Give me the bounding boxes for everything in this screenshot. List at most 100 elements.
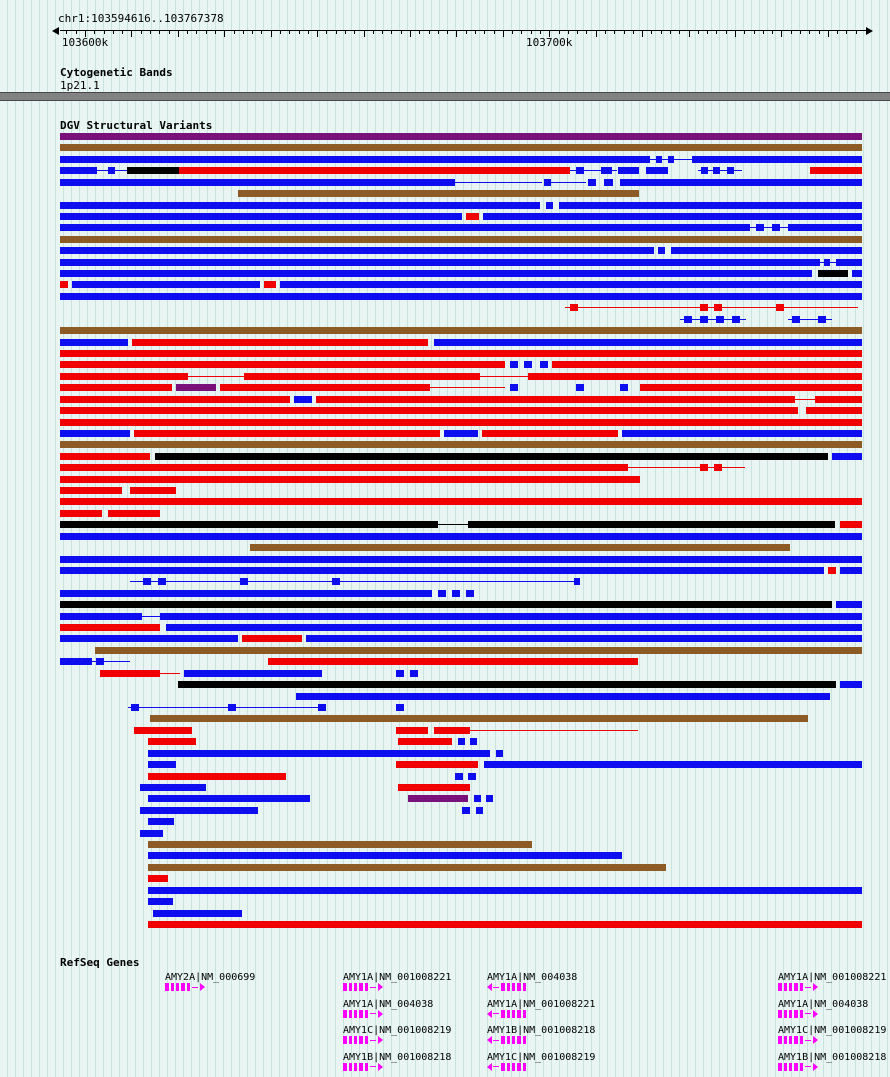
dgv-variant-bar[interactable]	[60, 350, 862, 357]
dgv-variant-bar[interactable]	[815, 396, 862, 403]
dgv-variant-bar[interactable]	[544, 179, 551, 186]
dgv-variant-bar[interactable]	[452, 590, 460, 597]
dgv-variant-bar[interactable]	[474, 795, 481, 802]
dgv-variant-connector[interactable]	[438, 524, 468, 525]
dgv-variant-bar[interactable]	[398, 784, 470, 791]
gene-label[interactable]: AMY1A|NM_004038	[343, 998, 434, 1010]
dgv-variant-bar[interactable]	[408, 795, 468, 802]
dgv-variant-bar[interactable]	[60, 476, 640, 483]
dgv-variant-bar[interactable]	[396, 704, 404, 711]
dgv-variant-bar[interactable]	[166, 624, 862, 631]
dgv-variant-bar[interactable]	[466, 590, 474, 597]
dgv-variant-bar[interactable]	[818, 270, 848, 277]
dgv-variant-bar[interactable]	[576, 167, 584, 174]
dgv-variant-bar[interactable]	[148, 875, 168, 882]
dgv-variant-bar[interactable]	[60, 247, 654, 254]
dgv-variant-bar[interactable]	[60, 590, 432, 597]
dgv-variant-bar[interactable]	[713, 167, 720, 174]
dgv-variant-bar[interactable]	[148, 795, 310, 802]
dgv-variant-connector[interactable]	[565, 307, 858, 308]
dgv-variant-bar[interactable]	[410, 670, 418, 677]
dgv-variant-bar[interactable]	[546, 202, 553, 209]
dgv-variant-bar[interactable]	[482, 430, 618, 437]
dgv-variant-bar[interactable]	[148, 841, 532, 848]
gene-glyph[interactable]	[487, 1009, 528, 1018]
dgv-variant-bar[interactable]	[148, 818, 174, 825]
dgv-variant-bar[interactable]	[620, 384, 628, 391]
dgv-variant-bar[interactable]	[510, 384, 518, 391]
gene-glyph[interactable]	[778, 983, 818, 991]
dgv-variant-bar[interactable]	[622, 430, 862, 437]
gene-label[interactable]: AMY1B|NM_001008218	[487, 1025, 596, 1036]
dgv-variant-bar[interactable]	[60, 441, 862, 448]
dgv-variant-bar[interactable]	[444, 430, 478, 437]
dgv-variant-bar[interactable]	[60, 510, 102, 517]
dgv-variant-bar[interactable]	[150, 715, 808, 722]
dgv-variant-bar[interactable]	[131, 704, 139, 711]
dgv-variant-bar[interactable]	[620, 179, 862, 186]
dgv-variant-bar[interactable]	[242, 635, 302, 642]
dgv-variant-bar[interactable]	[148, 887, 862, 894]
dgv-variant-bar[interactable]	[294, 396, 312, 403]
dgv-variant-bar[interactable]	[60, 133, 862, 140]
dgv-variant-bar[interactable]	[108, 510, 160, 517]
dgv-variant-bar[interactable]	[552, 361, 862, 368]
dgv-variant-bar[interactable]	[434, 727, 470, 734]
dgv-variant-bar[interactable]	[148, 761, 176, 768]
dgv-variant-bar[interactable]	[732, 316, 740, 323]
dgv-variant-bar[interactable]	[148, 738, 196, 745]
cytoband-bar[interactable]	[0, 92, 890, 101]
dgv-variant-bar[interactable]	[60, 179, 455, 186]
dgv-variant-bar[interactable]	[700, 464, 708, 471]
dgv-variant-bar[interactable]	[60, 327, 862, 334]
gene-glyph[interactable]	[487, 983, 528, 991]
dgv-variant-connector[interactable]	[680, 319, 746, 320]
dgv-variant-bar[interactable]	[140, 807, 258, 814]
gene-label[interactable]: AMY1A|NM_004038	[487, 972, 578, 983]
gene-label[interactable]: AMY1B|NM_001008218	[343, 1051, 452, 1063]
dgv-variant-bar[interactable]	[658, 247, 665, 254]
dgv-variant-bar[interactable]	[158, 578, 166, 585]
dgv-variant-bar[interactable]	[148, 898, 173, 905]
dgv-variant-bar[interactable]	[684, 316, 692, 323]
dgv-variant-bar[interactable]	[776, 304, 784, 311]
dgv-variant-connector[interactable]	[570, 170, 617, 171]
dgv-variant-bar[interactable]	[306, 635, 862, 642]
dgv-variant-bar[interactable]	[570, 304, 578, 311]
dgv-variant-bar[interactable]	[60, 293, 862, 300]
dgv-variant-bar[interactable]	[714, 464, 722, 471]
dgv-variant-bar[interactable]	[60, 270, 812, 277]
dgv-variant-bar[interactable]	[60, 533, 862, 540]
dgv-variant-connector[interactable]	[470, 730, 638, 731]
dgv-variant-bar[interactable]	[671, 247, 862, 254]
dgv-variant-bar[interactable]	[179, 167, 570, 174]
dgv-variant-bar[interactable]	[840, 521, 862, 528]
dgv-variant-bar[interactable]	[824, 259, 830, 266]
dgv-variant-bar[interactable]	[60, 339, 128, 346]
dgv-variant-bar[interactable]	[148, 921, 862, 928]
dgv-variant-bar[interactable]	[178, 681, 836, 688]
dgv-variant-bar[interactable]	[60, 464, 628, 471]
dgv-variant-connector[interactable]	[160, 673, 180, 674]
dgv-variant-connector[interactable]	[750, 227, 788, 228]
dgv-variant-bar[interactable]	[601, 167, 612, 174]
dgv-variant-bar[interactable]	[486, 795, 493, 802]
dgv-variant-bar[interactable]	[646, 167, 668, 174]
dgv-variant-bar[interactable]	[483, 213, 862, 220]
dgv-variant-bar[interactable]	[143, 578, 151, 585]
dgv-variant-bar[interactable]	[60, 521, 438, 528]
dgv-variant-bar[interactable]	[852, 270, 862, 277]
dgv-variant-connector[interactable]	[628, 467, 745, 468]
gene-label[interactable]: AMY1B|NM_001008218	[778, 1051, 887, 1063]
dgv-variant-bar[interactable]	[148, 852, 622, 859]
gene-glyph[interactable]	[343, 1036, 383, 1044]
dgv-variant-bar[interactable]	[60, 202, 540, 209]
dgv-variant-bar[interactable]	[264, 281, 276, 288]
dgv-variant-bar[interactable]	[828, 567, 836, 574]
dgv-variant-bar[interactable]	[140, 784, 206, 791]
dgv-variant-bar[interactable]	[60, 658, 92, 665]
dgv-variant-connector[interactable]	[480, 376, 528, 377]
gene-label[interactable]: AMY1C|NM_001008219	[778, 1025, 887, 1036]
dgv-variant-bar[interactable]	[656, 156, 662, 163]
dgv-variant-bar[interactable]	[316, 396, 795, 403]
